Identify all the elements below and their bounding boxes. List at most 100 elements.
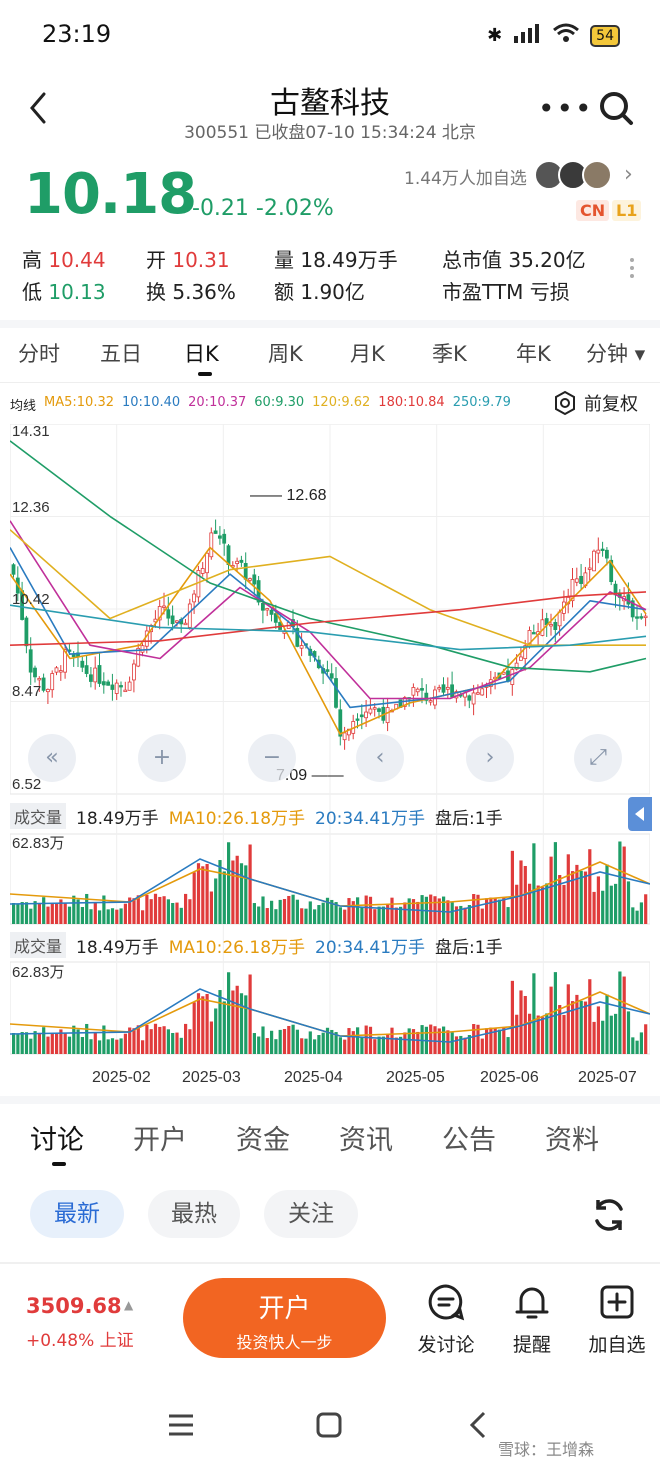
volume-bar (502, 1026, 506, 1054)
tab-account[interactable]: 开户 (133, 1125, 187, 1156)
volume-legend: 成交量 18.49万手 MA10:26.18万手 20:34.41万手 盘后:1… (10, 932, 503, 958)
tab-monthly-k[interactable]: 月K (350, 342, 385, 366)
volume-bar (162, 896, 166, 924)
volume-bar (158, 1026, 162, 1054)
tab-weekly-k[interactable]: 周K (268, 342, 303, 366)
tab-five-day[interactable]: 五日 (100, 342, 142, 366)
volume-bar (257, 906, 261, 924)
volume-bar (282, 1028, 287, 1054)
volume-bar (16, 1033, 20, 1054)
candle-body (213, 530, 218, 534)
alert-button[interactable]: 提醒 (492, 1282, 572, 1357)
volume-bar (222, 1001, 226, 1054)
tab-quarterly-k[interactable]: 季K (432, 342, 467, 366)
scroll-start-button[interactable]: « (28, 734, 76, 782)
filter-hot[interactable]: 最热 (148, 1190, 240, 1238)
volume-bar (510, 850, 514, 924)
volume-bar (489, 1027, 493, 1054)
fullscreen-button[interactable]: ⤢ (574, 734, 622, 782)
scroll-left-button[interactable]: ‹ (356, 734, 404, 782)
tab-discussion[interactable]: 讨论 (30, 1125, 84, 1156)
volume-bar (222, 871, 226, 924)
zoom-in-button[interactable]: + (138, 734, 186, 782)
ma60-value: 60:9.30 (254, 395, 305, 410)
volume-bar (188, 899, 192, 924)
tab-minute[interactable]: 分钟 ▾ (586, 342, 646, 366)
filter-latest[interactable]: 最新 (30, 1190, 124, 1238)
volume-bar (244, 995, 248, 1054)
volume-bar (67, 1036, 72, 1054)
candle-body (11, 564, 16, 575)
volume-label[interactable]: 成交量 (10, 932, 67, 958)
index-value[interactable]: 3509.68 (26, 1294, 122, 1318)
volume-bar (287, 1025, 291, 1054)
volume-bar (115, 909, 119, 924)
volume-bar (55, 1032, 59, 1054)
ma5-value: MA5:10.32 (44, 395, 114, 410)
follower-avatars[interactable] (534, 160, 612, 190)
volume-bar (553, 842, 557, 924)
home-icon[interactable] (314, 1410, 344, 1440)
scroll-right-button[interactable]: › (466, 734, 514, 782)
candle-body (24, 617, 29, 647)
search-button[interactable] (596, 88, 636, 128)
volume-bar (162, 1026, 166, 1054)
more-icon[interactable]: ••• (538, 92, 594, 125)
volume-bar (37, 902, 41, 924)
chevron-right-icon[interactable]: › (624, 162, 633, 187)
candle-body (140, 645, 145, 653)
candle-body (329, 673, 334, 679)
menu-icon[interactable] (166, 1412, 196, 1438)
volume-bar (115, 1039, 119, 1054)
volume-bar (274, 1039, 278, 1054)
index-change[interactable]: +0.48% 上证 (26, 1331, 134, 1351)
tab-announcements[interactable]: 公告 (442, 1125, 496, 1156)
kline-chart[interactable]: 14.31 12.36 10.42 8.47 6.52 —— 12.68 7.09 —— 62… (10, 424, 650, 1094)
ma120-value: 120:9.62 (312, 395, 371, 410)
candle-body (187, 603, 192, 628)
volume-bar (227, 842, 231, 924)
candles (11, 519, 648, 750)
volume-bar (450, 1032, 454, 1054)
volume-bar (141, 910, 145, 924)
tab-funds[interactable]: 资金 (236, 1125, 290, 1156)
volume-bar (609, 885, 613, 924)
avatar (582, 160, 612, 190)
open-account-button[interactable]: 开户 投资快人一步 (183, 1278, 386, 1358)
tab-yearly-k[interactable]: 年K (516, 342, 551, 366)
volume-bar (128, 1027, 132, 1054)
volume-bar (506, 907, 510, 924)
tab-daily-k[interactable]: 日K (184, 342, 219, 366)
volume-bar (295, 899, 299, 924)
vertical-dots-icon[interactable] (630, 254, 636, 282)
volume-bar (313, 909, 317, 924)
back-icon[interactable] (466, 1410, 490, 1440)
volume-bar (141, 1040, 145, 1054)
volume-bar (609, 1015, 613, 1054)
adjust-toggle[interactable]: 前复权 (552, 390, 638, 416)
volume-bar (12, 1032, 16, 1054)
candle-body (514, 662, 519, 670)
stock-subtitle: 300551 已收盘07-10 15:34:24 北京 (184, 123, 476, 143)
candle-body (239, 559, 244, 563)
volume-bar (403, 1032, 407, 1054)
volume-bar (420, 1025, 424, 1054)
follow-count[interactable]: 1.44万人加自选 (404, 169, 527, 189)
volume-bar (343, 909, 347, 924)
tab-intraday[interactable]: 分时 (18, 342, 60, 366)
collapse-panel-button[interactable] (628, 797, 652, 831)
candle-body (209, 532, 214, 558)
volume-label[interactable]: 成交量 (10, 803, 67, 829)
tab-profile[interactable]: 资料 (545, 1125, 599, 1156)
volume-bar (63, 903, 67, 924)
refresh-button[interactable] (590, 1196, 628, 1234)
add-watchlist-button[interactable]: 加自选 (577, 1282, 657, 1357)
post-discussion-button[interactable]: 发讨论 (406, 1282, 486, 1357)
back-button[interactable] (20, 88, 60, 128)
zoom-out-button[interactable]: − (248, 734, 296, 782)
volume-bar (287, 895, 291, 924)
volume-bar (467, 905, 471, 924)
tab-news[interactable]: 资讯 (339, 1125, 393, 1156)
filter-following[interactable]: 关注 (264, 1190, 358, 1238)
divider (0, 320, 660, 328)
